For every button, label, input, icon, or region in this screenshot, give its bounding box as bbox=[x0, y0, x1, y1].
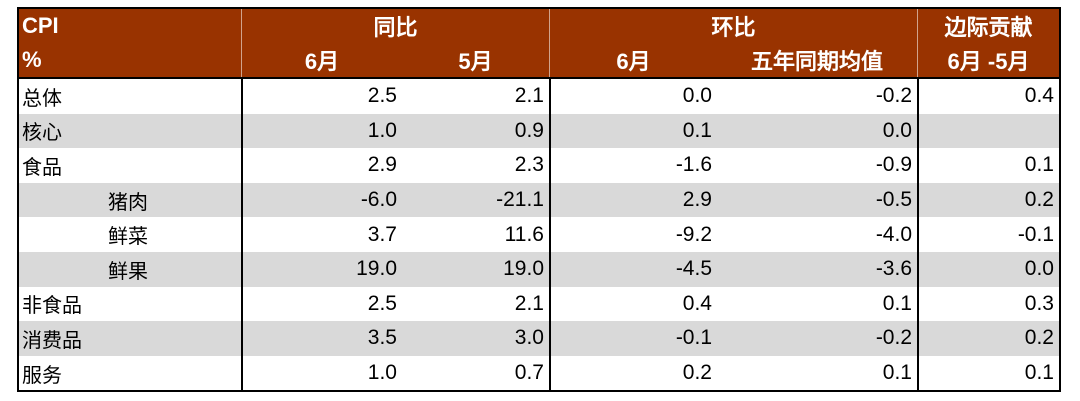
value-cell-mom-jun: -0.1 bbox=[549, 321, 717, 356]
column-header-mom-jun: 6月 bbox=[549, 43, 717, 77]
value-cell-yoy-may: 11.6 bbox=[504, 222, 544, 246]
value-cell-yoy-jun: 3.7 bbox=[241, 217, 402, 252]
value-cell-contribution: -0.1 bbox=[917, 217, 1059, 252]
value-cell-yoy-jun: 1.0 bbox=[241, 113, 402, 149]
value-cell-contribution: 0.1 bbox=[917, 148, 1059, 183]
value-cell-mom-jun: 0.2 bbox=[549, 355, 717, 391]
value-cell-mom-five-year-avg: 0.0 bbox=[882, 118, 912, 142]
value-cell-mom-jun: 0.4 bbox=[549, 286, 717, 322]
value-cell-contribution: 0.3 bbox=[917, 286, 1059, 322]
value-cell-mom-five-year-avg: -0.9 bbox=[875, 153, 912, 177]
sub-row-label: 鲜果 bbox=[108, 260, 148, 283]
row-label: 消费品 bbox=[22, 329, 82, 352]
table-row: 总体 2.5 2.1 0.0 -0.2 0.4 bbox=[19, 79, 1059, 114]
column-header-yoy-may: 5月 bbox=[458, 49, 493, 74]
row-label: 食品 bbox=[22, 156, 62, 179]
value-cell-mom-five-year-avg: -4.0 bbox=[875, 222, 912, 246]
value-cell-mom-five-year-avg: 0.1 bbox=[882, 361, 912, 385]
column-header-mom-five-year-avg: 五年同期均值 bbox=[750, 49, 883, 74]
value-cell-mom-five-year-avg: 0.1 bbox=[882, 291, 912, 315]
value-cell-yoy-may: 0.7 bbox=[514, 361, 544, 385]
table-corner-title: CPI bbox=[22, 13, 59, 38]
value-cell-yoy-jun: 2.5 bbox=[241, 286, 402, 322]
row-label: 非食品 bbox=[22, 295, 82, 318]
value-cell-yoy-may: 0.9 bbox=[514, 118, 544, 142]
value-cell-contribution: 0.4 bbox=[917, 79, 1059, 114]
row-label: 核心 bbox=[22, 122, 62, 145]
value-cell-mom-five-year-avg: -0.5 bbox=[875, 188, 912, 212]
sub-row-label: 猪肉 bbox=[108, 191, 148, 214]
row-label: 总体 bbox=[22, 87, 62, 110]
table-sub-row: 鲜果 19.0 19.0 -4.5 -3.6 0.0 bbox=[19, 251, 1059, 287]
value-cell-contribution bbox=[917, 113, 1059, 149]
header-row-columns: % 6月 5月 6月 五年同期均值 6月 -5月 bbox=[19, 43, 1059, 79]
value-cell-yoy-may: 3.0 bbox=[514, 326, 544, 350]
table-row: 核心 1.0 0.9 0.1 0.0 bbox=[19, 113, 1059, 149]
value-cell-contribution: 0.2 bbox=[917, 321, 1059, 356]
value-cell-yoy-jun: 3.5 bbox=[241, 321, 402, 356]
table-row: 消费品 3.5 3.0 -0.1 -0.2 0.2 bbox=[19, 321, 1059, 356]
group-header-yoy: 同比 bbox=[241, 9, 549, 43]
value-cell-yoy-may: 2.1 bbox=[514, 291, 544, 315]
value-cell-yoy-may: -21.1 bbox=[496, 188, 544, 212]
table-body: 总体 2.5 2.1 0.0 -0.2 0.4 核心 1.0 0.9 0.1 0.0 食品 2.9 2.3… bbox=[19, 79, 1059, 391]
value-cell-yoy-jun: 1.0 bbox=[241, 355, 402, 391]
value-cell-mom-jun: 0.1 bbox=[549, 113, 717, 149]
value-cell-mom-five-year-avg: -0.2 bbox=[875, 84, 912, 108]
table-row: 非食品 2.5 2.1 0.4 0.1 0.3 bbox=[19, 286, 1059, 322]
value-cell-yoy-jun: 2.5 bbox=[241, 79, 402, 114]
unit-label: % bbox=[22, 47, 42, 72]
value-cell-contribution: 0.2 bbox=[917, 182, 1059, 218]
value-cell-mom-jun: -9.2 bbox=[549, 217, 717, 252]
row-label: 服务 bbox=[22, 364, 62, 387]
table-row: 服务 1.0 0.7 0.2 0.1 0.1 bbox=[19, 355, 1059, 391]
header-row-groups: CPI 同比 环比 边际贡献 bbox=[19, 9, 1059, 43]
cpi-table: CPI 同比 环比 边际贡献 % 6月 5月 6月 五年同期均值 6月 -5月 … bbox=[17, 7, 1061, 393]
value-cell-yoy-may: 2.1 bbox=[514, 84, 544, 108]
value-cell-yoy-jun: 2.9 bbox=[241, 148, 402, 183]
value-cell-mom-jun: 2.9 bbox=[549, 182, 717, 218]
value-cell-yoy-jun: -6.0 bbox=[241, 182, 402, 218]
column-header-yoy-jun: 6月 bbox=[241, 43, 402, 77]
group-header-mom: 环比 bbox=[549, 9, 917, 43]
table-row: 食品 2.9 2.3 -1.6 -0.9 0.1 bbox=[19, 148, 1059, 183]
column-header-contribution: 6月 -5月 bbox=[917, 43, 1059, 77]
value-cell-mom-jun: 0.0 bbox=[549, 79, 717, 114]
value-cell-mom-jun: -1.6 bbox=[549, 148, 717, 183]
value-cell-contribution: 0.0 bbox=[917, 251, 1059, 287]
sub-row-label: 鲜菜 bbox=[108, 226, 148, 249]
value-cell-mom-five-year-avg: -0.2 bbox=[875, 326, 912, 350]
value-cell-mom-five-year-avg: -3.6 bbox=[875, 257, 912, 281]
value-cell-yoy-may: 2.3 bbox=[514, 153, 544, 177]
value-cell-yoy-may: 19.0 bbox=[503, 257, 544, 281]
table-sub-row: 猪肉 -6.0 -21.1 2.9 -0.5 0.2 bbox=[19, 182, 1059, 218]
table-sub-row: 鲜菜 3.7 11.6 -9.2 -4.0 -0.1 bbox=[19, 217, 1059, 252]
value-cell-yoy-jun: 19.0 bbox=[241, 251, 402, 287]
group-header-contribution: 边际贡献 bbox=[917, 9, 1059, 43]
value-cell-contribution: 0.1 bbox=[917, 355, 1059, 391]
value-cell-mom-jun: -4.5 bbox=[549, 251, 717, 287]
